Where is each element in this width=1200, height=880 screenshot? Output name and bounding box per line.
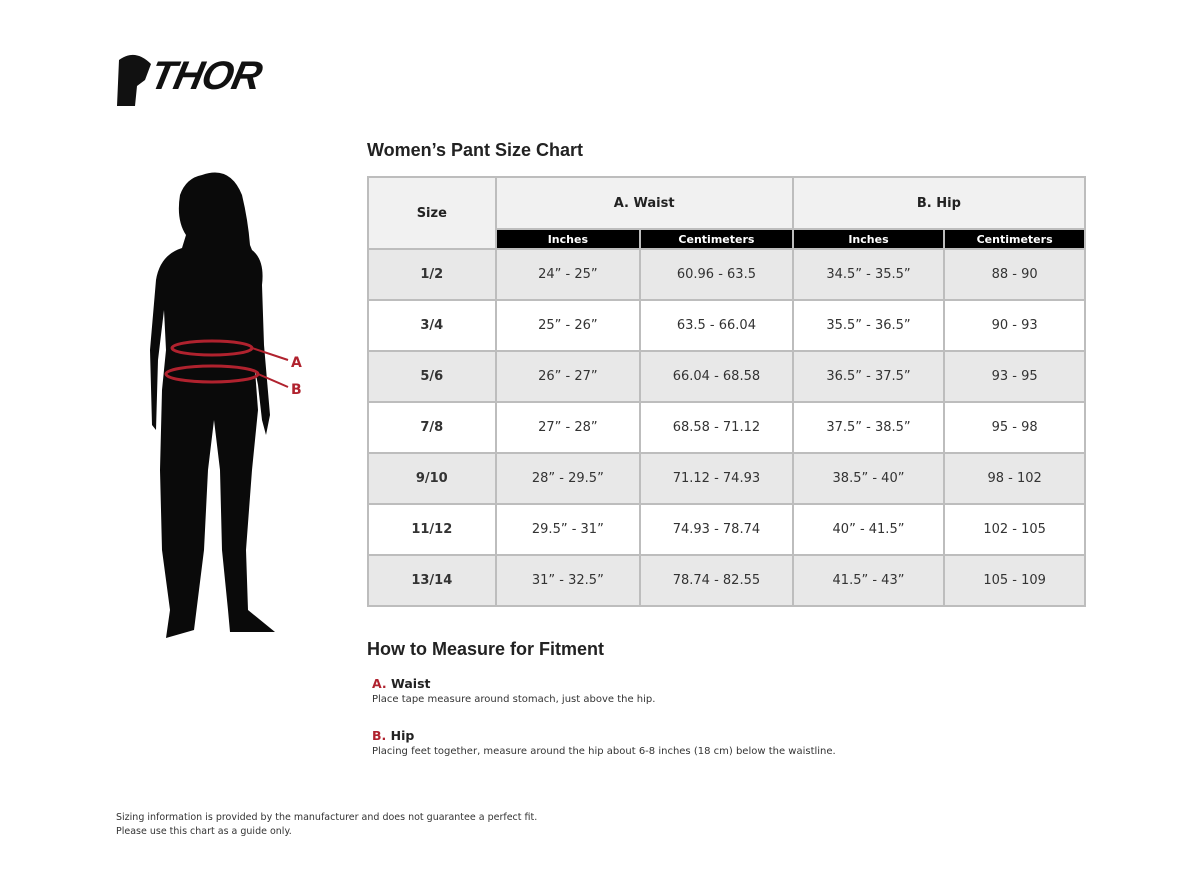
disclaimer: Sizing information is provided by the ma… — [116, 811, 537, 839]
value-cell: 88 - 90 — [943, 248, 1086, 301]
table-row: 1/2 24” - 25” 60.96 - 63.5 34.5” - 35.5” 88 … — [367, 248, 1086, 301]
value-cell: 34.5” - 35.5” — [791, 248, 946, 301]
value-cell: 38.5” - 40” — [791, 452, 946, 505]
size-cell: 5/6 — [367, 350, 497, 403]
hip-cm-header: Centimeters — [943, 228, 1086, 250]
value-cell: 26” - 27” — [494, 350, 642, 403]
hip-inches-header: Inches — [791, 228, 946, 250]
value-cell: 36.5” - 37.5” — [791, 350, 946, 403]
waist-inches-header: Inches — [494, 228, 642, 250]
value-cell: 71.12 - 74.93 — [639, 452, 794, 505]
measure-item-hip: B. Hip Placing feet together, measure ar… — [372, 728, 836, 757]
label-b: B — [291, 382, 302, 398]
value-cell: 95 - 98 — [943, 401, 1086, 454]
how-to-title: How to Measure for Fitment — [367, 639, 605, 659]
table-row: 9/10 28” - 29.5” 71.12 - 74.93 38.5” - 40” 9… — [367, 452, 1086, 505]
value-cell: 78.74 - 82.55 — [639, 554, 794, 607]
value-cell: 41.5” - 43” — [791, 554, 946, 607]
table-row: 5/6 26” - 27” 66.04 - 68.58 36.5” - 37.5” 93… — [367, 350, 1086, 403]
value-cell: 35.5” - 36.5” — [791, 299, 946, 352]
disclaimer-line: Sizing information is provided by the ma… — [116, 812, 538, 823]
table-row: 13/14 31” - 32.5” 78.74 - 82.55 41.5” - 43”… — [367, 554, 1086, 607]
chart-title: Women’s Pant Size Chart — [367, 140, 584, 160]
size-cell: 9/10 — [367, 452, 497, 505]
label-a: A — [291, 355, 302, 371]
measure-desc: Place tape measure around stomach, just … — [372, 694, 656, 705]
measure-name: Waist — [391, 676, 431, 691]
size-cell: 7/8 — [367, 401, 497, 454]
value-cell: 37.5” - 38.5” — [791, 401, 946, 454]
value-cell: 29.5” - 31” — [494, 503, 642, 556]
measure-desc: Placing feet together, measure around th… — [372, 746, 836, 757]
value-cell: 28” - 29.5” — [494, 452, 642, 505]
table-row: 11/12 29.5” - 31” 74.93 - 78.74 40” - 41.5”… — [367, 503, 1086, 556]
value-cell: 60.96 - 63.5 — [639, 248, 794, 301]
value-cell: 63.5 - 66.04 — [639, 299, 794, 352]
value-cell: 102 - 105 — [943, 503, 1086, 556]
helmet-icon — [117, 54, 151, 106]
value-cell: 25” - 26” — [494, 299, 642, 352]
hip-header: B. Hip — [791, 176, 1087, 230]
measure-letter: B. — [372, 728, 387, 743]
value-cell: 27” - 28” — [494, 401, 642, 454]
value-cell: 93 - 95 — [943, 350, 1086, 403]
disclaimer-line: Please use this chart as a guide only. — [116, 826, 292, 837]
waist-header: A. Waist — [494, 176, 794, 230]
value-cell: 98 - 102 — [943, 452, 1086, 505]
value-cell: 31” - 32.5” — [494, 554, 642, 607]
measure-name: Hip — [390, 728, 415, 743]
value-cell: 66.04 - 68.58 — [639, 350, 794, 403]
measure-letter: A. — [372, 676, 387, 691]
size-chart-table: Size A. Waist B. Hip Inches Centimeters … — [367, 176, 1087, 607]
table-row: 7/8 27” - 28” 68.58 - 71.12 37.5” - 38.5” 95… — [367, 401, 1086, 454]
size-cell: 13/14 — [367, 554, 497, 607]
thor-logo: THOR — [115, 50, 290, 108]
value-cell: 24” - 25” — [494, 248, 642, 301]
value-cell: 40” - 41.5” — [791, 503, 946, 556]
size-cell: 3/4 — [367, 299, 497, 352]
size-cell: 1/2 — [367, 248, 497, 301]
waist-cm-header: Centimeters — [639, 228, 794, 250]
value-cell: 68.58 - 71.12 — [639, 401, 794, 454]
value-cell: 105 - 109 — [943, 554, 1086, 607]
table-row: 3/4 25” - 26” 63.5 - 66.04 35.5” - 36.5” 90 … — [367, 299, 1086, 352]
logo-text: THOR — [146, 54, 266, 98]
size-cell: 11/12 — [367, 503, 497, 556]
value-cell: 74.93 - 78.74 — [639, 503, 794, 556]
size-header: Size — [367, 176, 497, 250]
woman-silhouette-figure: A B — [150, 172, 302, 638]
value-cell: 90 - 93 — [943, 299, 1086, 352]
measure-item-waist: A. Waist Place tape measure around stoma… — [372, 676, 655, 705]
